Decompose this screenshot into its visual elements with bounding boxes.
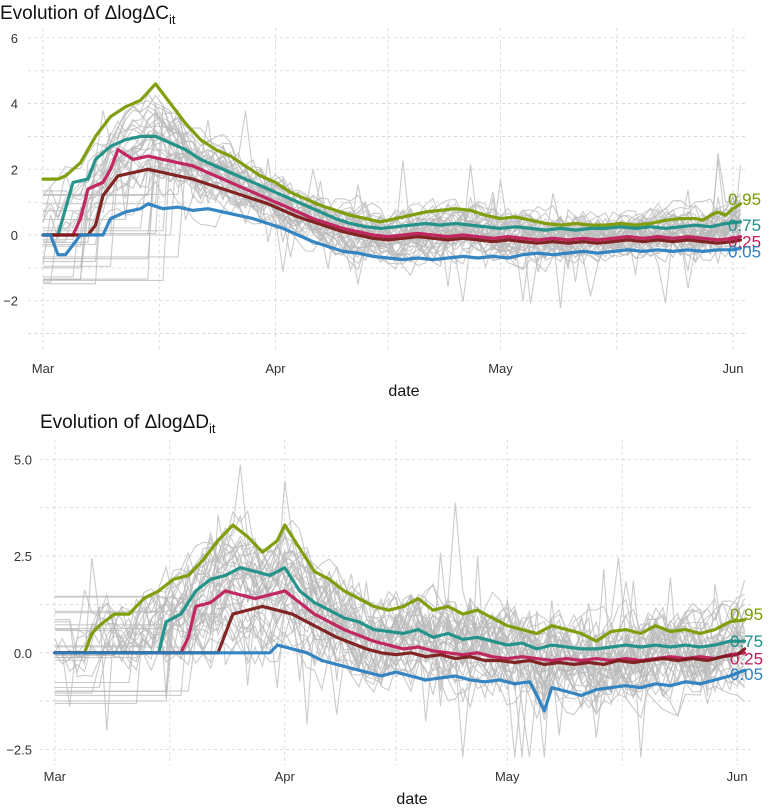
series-line-q095 (53, 523, 747, 655)
x-tick-label: Jun (727, 769, 748, 784)
quantile-label: 0.25 (730, 650, 763, 669)
series-line-qmedian (41, 167, 743, 245)
series-line-q075 (53, 566, 747, 655)
quantile-label: 0.25 (728, 233, 761, 252)
x-tick-label: Apr (275, 769, 296, 784)
x-tick-label: Mar (44, 769, 67, 784)
y-tick-label: 5.0 (14, 452, 32, 467)
series-line-q075 (41, 134, 743, 237)
background-series-line (43, 105, 741, 259)
y-tick-label: −2 (3, 294, 18, 309)
y-tick-label: −2.5 (6, 743, 32, 758)
chart-panel-cases: Evolution of ΔlogΔCit 0.95 0.750.250.05 −… (0, 3, 761, 400)
x-axis-label: date (388, 383, 419, 400)
chart-title: Evolution of ΔlogΔDit (40, 412, 216, 436)
background-series-line (54, 559, 746, 696)
quantile-label: 0.95 (730, 605, 763, 624)
chart-title: Evolution of ΔlogΔCit (0, 3, 176, 27)
x-axis-label: date (396, 791, 427, 808)
x-tick-label: May (495, 769, 520, 784)
series-line-q005 (53, 643, 747, 713)
background-series-line (54, 562, 745, 758)
y-tick-label: 6 (11, 31, 18, 46)
y-tick-label: 0.0 (14, 646, 32, 661)
quantile-label: 0.05 (730, 665, 763, 684)
y-tick-label: 2.5 (14, 549, 32, 564)
quantile-label: 0.95 (728, 190, 761, 209)
series-line-q005 (41, 202, 743, 262)
quantile-label: 0.05 (728, 242, 761, 261)
y-tick-label: 0 (11, 228, 18, 243)
x-tick-label: Jun (723, 361, 744, 376)
background-series-line (43, 180, 741, 277)
quantile-label: 0.75 (730, 632, 763, 651)
background-series-line (54, 526, 746, 736)
y-tick-label: 4 (11, 97, 18, 112)
series-line-qmedian (53, 604, 747, 667)
x-tick-label: Apr (265, 361, 286, 376)
x-tick-label: Mar (32, 361, 55, 376)
chart-panel-deaths: Evolution of ΔlogΔDit 0.95 0.750.250.05 −… (6, 412, 763, 808)
x-tick-label: May (488, 361, 513, 376)
background-series-line (54, 551, 746, 694)
series-line-q095 (41, 82, 743, 227)
series-line-q025 (41, 148, 743, 242)
background-series-line (54, 578, 745, 709)
background-series-line (43, 146, 741, 272)
quantile-label: 0.75 (728, 216, 761, 235)
y-tick-label: 2 (11, 162, 18, 177)
